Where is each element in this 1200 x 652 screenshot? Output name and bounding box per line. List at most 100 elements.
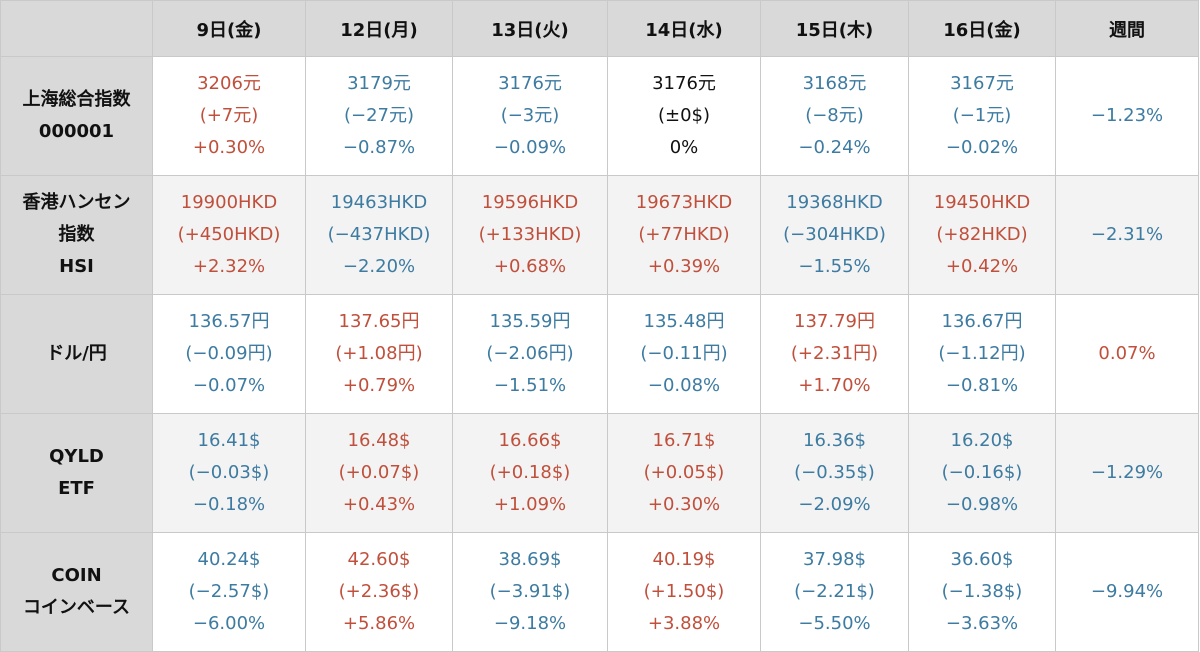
corner-cell — [0, 0, 153, 57]
cell-pct: +0.30% — [192, 137, 266, 158]
cell-pct: +0.30% — [647, 494, 721, 515]
column-header-weekly: 週間 — [1055, 0, 1199, 57]
cell-change: (−1.38$) — [941, 581, 1023, 602]
cell-change: (−2.57$) — [188, 581, 270, 602]
cell-price: 3167元 — [950, 73, 1014, 94]
cell-change: (−0.03$) — [188, 462, 270, 483]
day-cell: 16.48$ (+0.07$) +0.43% — [305, 413, 453, 533]
table-body: 上海総合指数 000001 3206元 (+7元) +0.30% 3179元 (−27元) −… — [0, 56, 1199, 652]
day-cell: 137.79円 (+2.31円) +1.70% — [760, 294, 909, 414]
column-header: 16日(金) — [908, 0, 1056, 57]
cell-change: (−304HKD) — [783, 224, 886, 245]
cell-pct: −1.51% — [493, 375, 567, 396]
day-cell: 16.41$ (−0.03$) −0.18% — [152, 413, 306, 533]
weekly-value: −9.94% — [1090, 581, 1164, 602]
row-label-line: QYLD — [49, 446, 104, 467]
cell-pct: −0.81% — [945, 375, 1019, 396]
cell-change: (±0$) — [657, 105, 711, 126]
cell-price: 136.67円 — [941, 311, 1023, 332]
column-header: 13日(火) — [452, 0, 608, 57]
table-row: 香港ハンセン 指数 HSI 19900HKD (+450HKD) +2.32% 19463H… — [0, 175, 1199, 295]
cell-pct: −5.50% — [798, 613, 871, 634]
header-row: 9日(金) 12日(月) 13日(火) 14日(水) 15日(木) 16日(金)… — [0, 0, 1199, 57]
day-cell: 42.60$ (+2.36$) +5.86% — [305, 532, 453, 652]
cell-pct: −0.18% — [192, 494, 266, 515]
cell-price: 16.36$ — [803, 430, 866, 451]
cell-change: (−2.21$) — [794, 581, 875, 602]
cell-pct: +0.39% — [647, 256, 721, 277]
table-row: QYLD ETF 16.41$ (−0.03$) −0.18% 16.48$ (+0.07$… — [0, 413, 1199, 533]
cell-pct: +0.42% — [945, 256, 1019, 277]
cell-pct: −6.00% — [192, 613, 266, 634]
row-label-line: 000001 — [38, 121, 115, 142]
day-cell: 19450HKD (+82HKD) +0.42% — [908, 175, 1056, 295]
cell-change: (+2.31円) — [790, 343, 879, 364]
cell-change: (+0.05$) — [643, 462, 725, 483]
cell-change: (−0.09円) — [185, 343, 273, 364]
cell-price: 136.57円 — [188, 311, 270, 332]
cell-price: 135.48円 — [643, 311, 725, 332]
row-label-line: 香港ハンセン — [22, 192, 131, 213]
cell-price: 19673HKD — [635, 192, 733, 213]
day-cell: 16.66$ (+0.18$) +1.09% — [452, 413, 608, 533]
cell-price: 40.24$ — [197, 549, 261, 570]
day-cell: 3167元 (−1元) −0.02% — [908, 56, 1056, 176]
cell-pct: 0% — [669, 137, 699, 158]
day-cell: 135.59円 (−2.06円) −1.51% — [452, 294, 608, 414]
cell-price: 19368HKD — [786, 192, 883, 213]
cell-change: (+0.07$) — [338, 462, 420, 483]
cell-change: (+1.08円) — [335, 343, 423, 364]
cell-price: 19450HKD — [933, 192, 1031, 213]
table-row: 上海総合指数 000001 3206元 (+7元) +0.30% 3179元 (−27元) −… — [0, 56, 1199, 176]
day-cell: 40.19$ (+1.50$) +3.88% — [607, 532, 761, 652]
cell-change: (−8元) — [805, 105, 864, 126]
day-cell: 19673HKD (+77HKD) +0.39% — [607, 175, 761, 295]
cell-price: 135.59円 — [489, 311, 571, 332]
column-header: 12日(月) — [305, 0, 453, 57]
cell-change: (−1.12円) — [938, 343, 1026, 364]
cell-pct: +0.68% — [493, 256, 567, 277]
day-cell: 136.57円 (−0.09円) −0.07% — [152, 294, 306, 414]
cell-pct: −3.63% — [945, 613, 1019, 634]
cell-price: 16.71$ — [652, 430, 716, 451]
weekly-value: −1.23% — [1090, 105, 1164, 126]
day-cell: 136.67円 (−1.12円) −0.81% — [908, 294, 1056, 414]
cell-pct: +1.70% — [798, 375, 871, 396]
weekly-value: −2.31% — [1090, 224, 1164, 245]
cell-change: (−3.91$) — [489, 581, 571, 602]
column-header: 14日(水) — [607, 0, 761, 57]
cell-pct: +0.43% — [342, 494, 416, 515]
day-cell: 3176元 (±0$) 0% — [607, 56, 761, 176]
row-label-line: HSI — [59, 256, 94, 277]
cell-change: (+1.50$) — [643, 581, 725, 602]
cell-change: (+77HKD) — [638, 224, 730, 245]
cell-pct: −9.18% — [493, 613, 567, 634]
cell-price: 3176元 — [652, 73, 716, 94]
weekly-cell: −2.31% — [1055, 175, 1199, 295]
cell-pct: +1.09% — [493, 494, 567, 515]
day-cell: 16.36$ (−0.35$) −2.09% — [760, 413, 909, 533]
cell-pct: −0.24% — [798, 137, 871, 158]
cell-price: 16.20$ — [950, 430, 1014, 451]
cell-price: 3168元 — [802, 73, 867, 94]
day-cell: 3176元 (−3元) −0.09% — [452, 56, 608, 176]
cell-price: 40.19$ — [652, 549, 716, 570]
cell-price: 19596HKD — [481, 192, 579, 213]
cell-pct: −0.08% — [647, 375, 721, 396]
cell-pct: −1.55% — [798, 256, 871, 277]
cell-price: 19463HKD — [330, 192, 428, 213]
weekly-cell: −1.23% — [1055, 56, 1199, 176]
cell-price: 3179元 — [347, 73, 411, 94]
cell-pct: +2.32% — [192, 256, 266, 277]
cell-price: 37.98$ — [803, 549, 866, 570]
row-label: QYLD ETF — [0, 413, 153, 533]
day-cell: 19368HKD (−304HKD) −1.55% — [760, 175, 909, 295]
day-cell: 37.98$ (−2.21$) −5.50% — [760, 532, 909, 652]
cell-pct: +5.86% — [342, 613, 416, 634]
day-cell: 19900HKD (+450HKD) +2.32% — [152, 175, 306, 295]
row-label: 香港ハンセン 指数 HSI — [0, 175, 153, 295]
day-cell: 3179元 (−27元) −0.87% — [305, 56, 453, 176]
column-header: 15日(木) — [760, 0, 909, 57]
cell-change: (−27元) — [343, 105, 415, 126]
